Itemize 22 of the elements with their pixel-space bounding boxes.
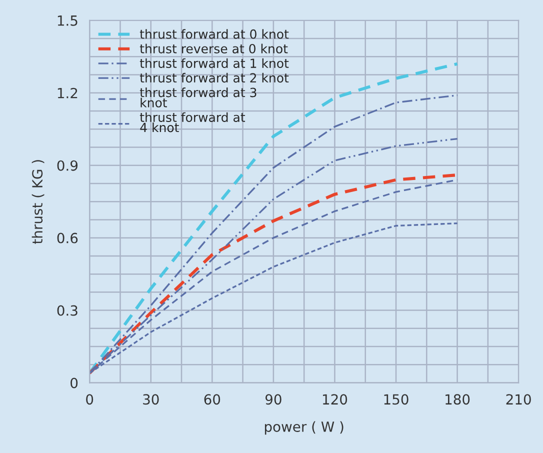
legend-label: thrust forward at 1 knot — [140, 58, 289, 68]
legend-label: thrust forward at 2 knot — [140, 72, 289, 83]
y-tick-label: 0 — [70, 378, 78, 388]
x-tick-label: 180 — [446, 394, 470, 405]
legend-label: thrust forward at 0 knot — [140, 29, 289, 39]
y-tick-label: 1.2 — [58, 88, 78, 98]
y-tick-label: 0.6 — [57, 232, 78, 244]
legend-label: thrust reverse at 0 knot — [140, 44, 288, 54]
x-tick-label: 0 — [86, 394, 94, 405]
y-tick-label: 1.5 — [58, 16, 78, 26]
y-tick-label: 0.3 — [57, 305, 78, 316]
x-tick-label: 210 — [506, 394, 531, 405]
x-tick-label: 150 — [384, 394, 408, 405]
x-axis-title: power ( W ) — [264, 421, 344, 435]
legend-label: thrust forward at 3 knot — [140, 88, 256, 108]
x-tick-label: 90 — [265, 394, 282, 405]
x-tick-label: 120 — [322, 394, 348, 405]
y-tick-label: 0.9 — [57, 160, 78, 171]
x-tick-label: 30 — [143, 394, 159, 405]
x-tick-label: 60 — [204, 394, 220, 405]
y-axis-title: thrust ( KG ) — [32, 160, 44, 244]
legend-label: thrust forward at 4 knot — [140, 112, 246, 132]
